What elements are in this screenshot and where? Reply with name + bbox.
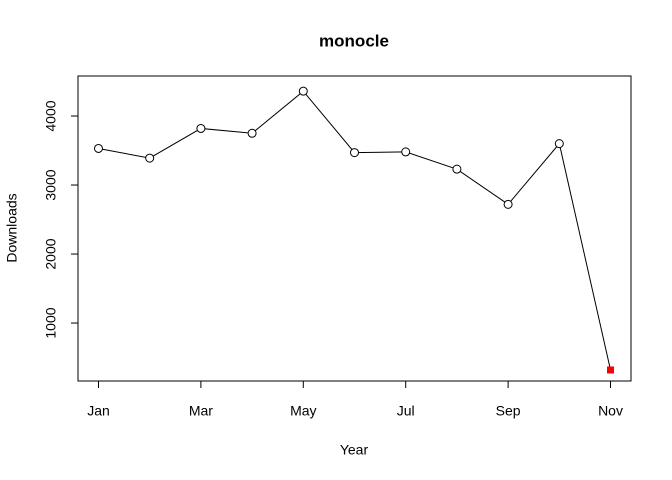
- point: [145, 153, 155, 163]
- x-tick-label: Sep: [496, 403, 521, 419]
- point: [554, 139, 564, 149]
- point: [607, 366, 615, 374]
- point: [401, 147, 411, 157]
- x-tick-label: Jan: [87, 403, 110, 419]
- point: [298, 86, 308, 96]
- x-tick-label: May: [290, 403, 316, 419]
- y-tick-label: 4000: [43, 100, 59, 131]
- x-tick-label: Mar: [189, 403, 213, 419]
- point: [247, 128, 257, 138]
- x-axis-label: Year: [340, 442, 369, 458]
- point: [350, 148, 359, 158]
- x-tick-label: Nov: [598, 403, 623, 419]
- chart-title: monocle: [319, 31, 389, 50]
- y-tick-label: 2000: [43, 238, 59, 269]
- point: [196, 123, 206, 133]
- point: [503, 199, 513, 209]
- point: [452, 164, 462, 174]
- y-axis-label: Downloads: [4, 193, 20, 262]
- y-tick-label: 1000: [43, 307, 59, 338]
- y-tick-label: 3000: [43, 169, 59, 200]
- line: [98, 90, 612, 371]
- plot-frame: [77, 75, 632, 382]
- point: [93, 143, 103, 153]
- x-tick-label: Jul: [397, 403, 415, 419]
